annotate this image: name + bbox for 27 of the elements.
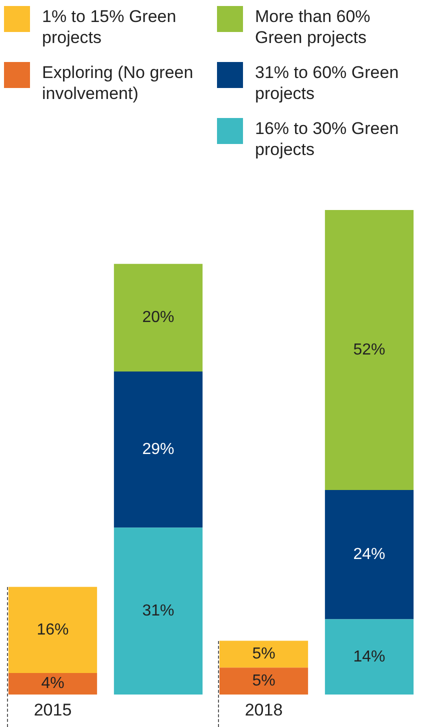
bar xyxy=(8,673,98,695)
data-label: 16% xyxy=(36,621,69,638)
legend-label: 16% to 30% Green projects xyxy=(255,118,400,160)
data-label: 24% xyxy=(353,546,386,564)
x-tick-label: 2018 xyxy=(244,700,283,720)
bar xyxy=(219,668,308,695)
data-label: 20% xyxy=(142,309,174,326)
legend-label: More than 60% Green projects xyxy=(255,6,372,48)
legend-label: 31% to 60% Green projects xyxy=(255,62,400,104)
bar xyxy=(324,490,414,620)
bar xyxy=(114,528,203,695)
x-tick-label: 2015 xyxy=(34,700,72,720)
bar xyxy=(219,640,308,668)
bar xyxy=(114,264,203,372)
data-label: 52% xyxy=(353,341,386,358)
data-label: 29% xyxy=(142,441,174,458)
bar xyxy=(114,372,203,528)
data-label: 4% xyxy=(41,675,64,692)
legend-label: Exploring (No green involvement) xyxy=(42,62,194,104)
bar xyxy=(8,586,98,674)
data-label: 14% xyxy=(353,648,386,666)
data-label: 5% xyxy=(252,646,276,663)
data-label: 31% xyxy=(142,602,174,620)
legend-label: 1% to 15% Green projects xyxy=(42,6,178,48)
bar xyxy=(324,210,414,490)
bar xyxy=(324,619,414,695)
data-label: 5% xyxy=(252,672,276,690)
